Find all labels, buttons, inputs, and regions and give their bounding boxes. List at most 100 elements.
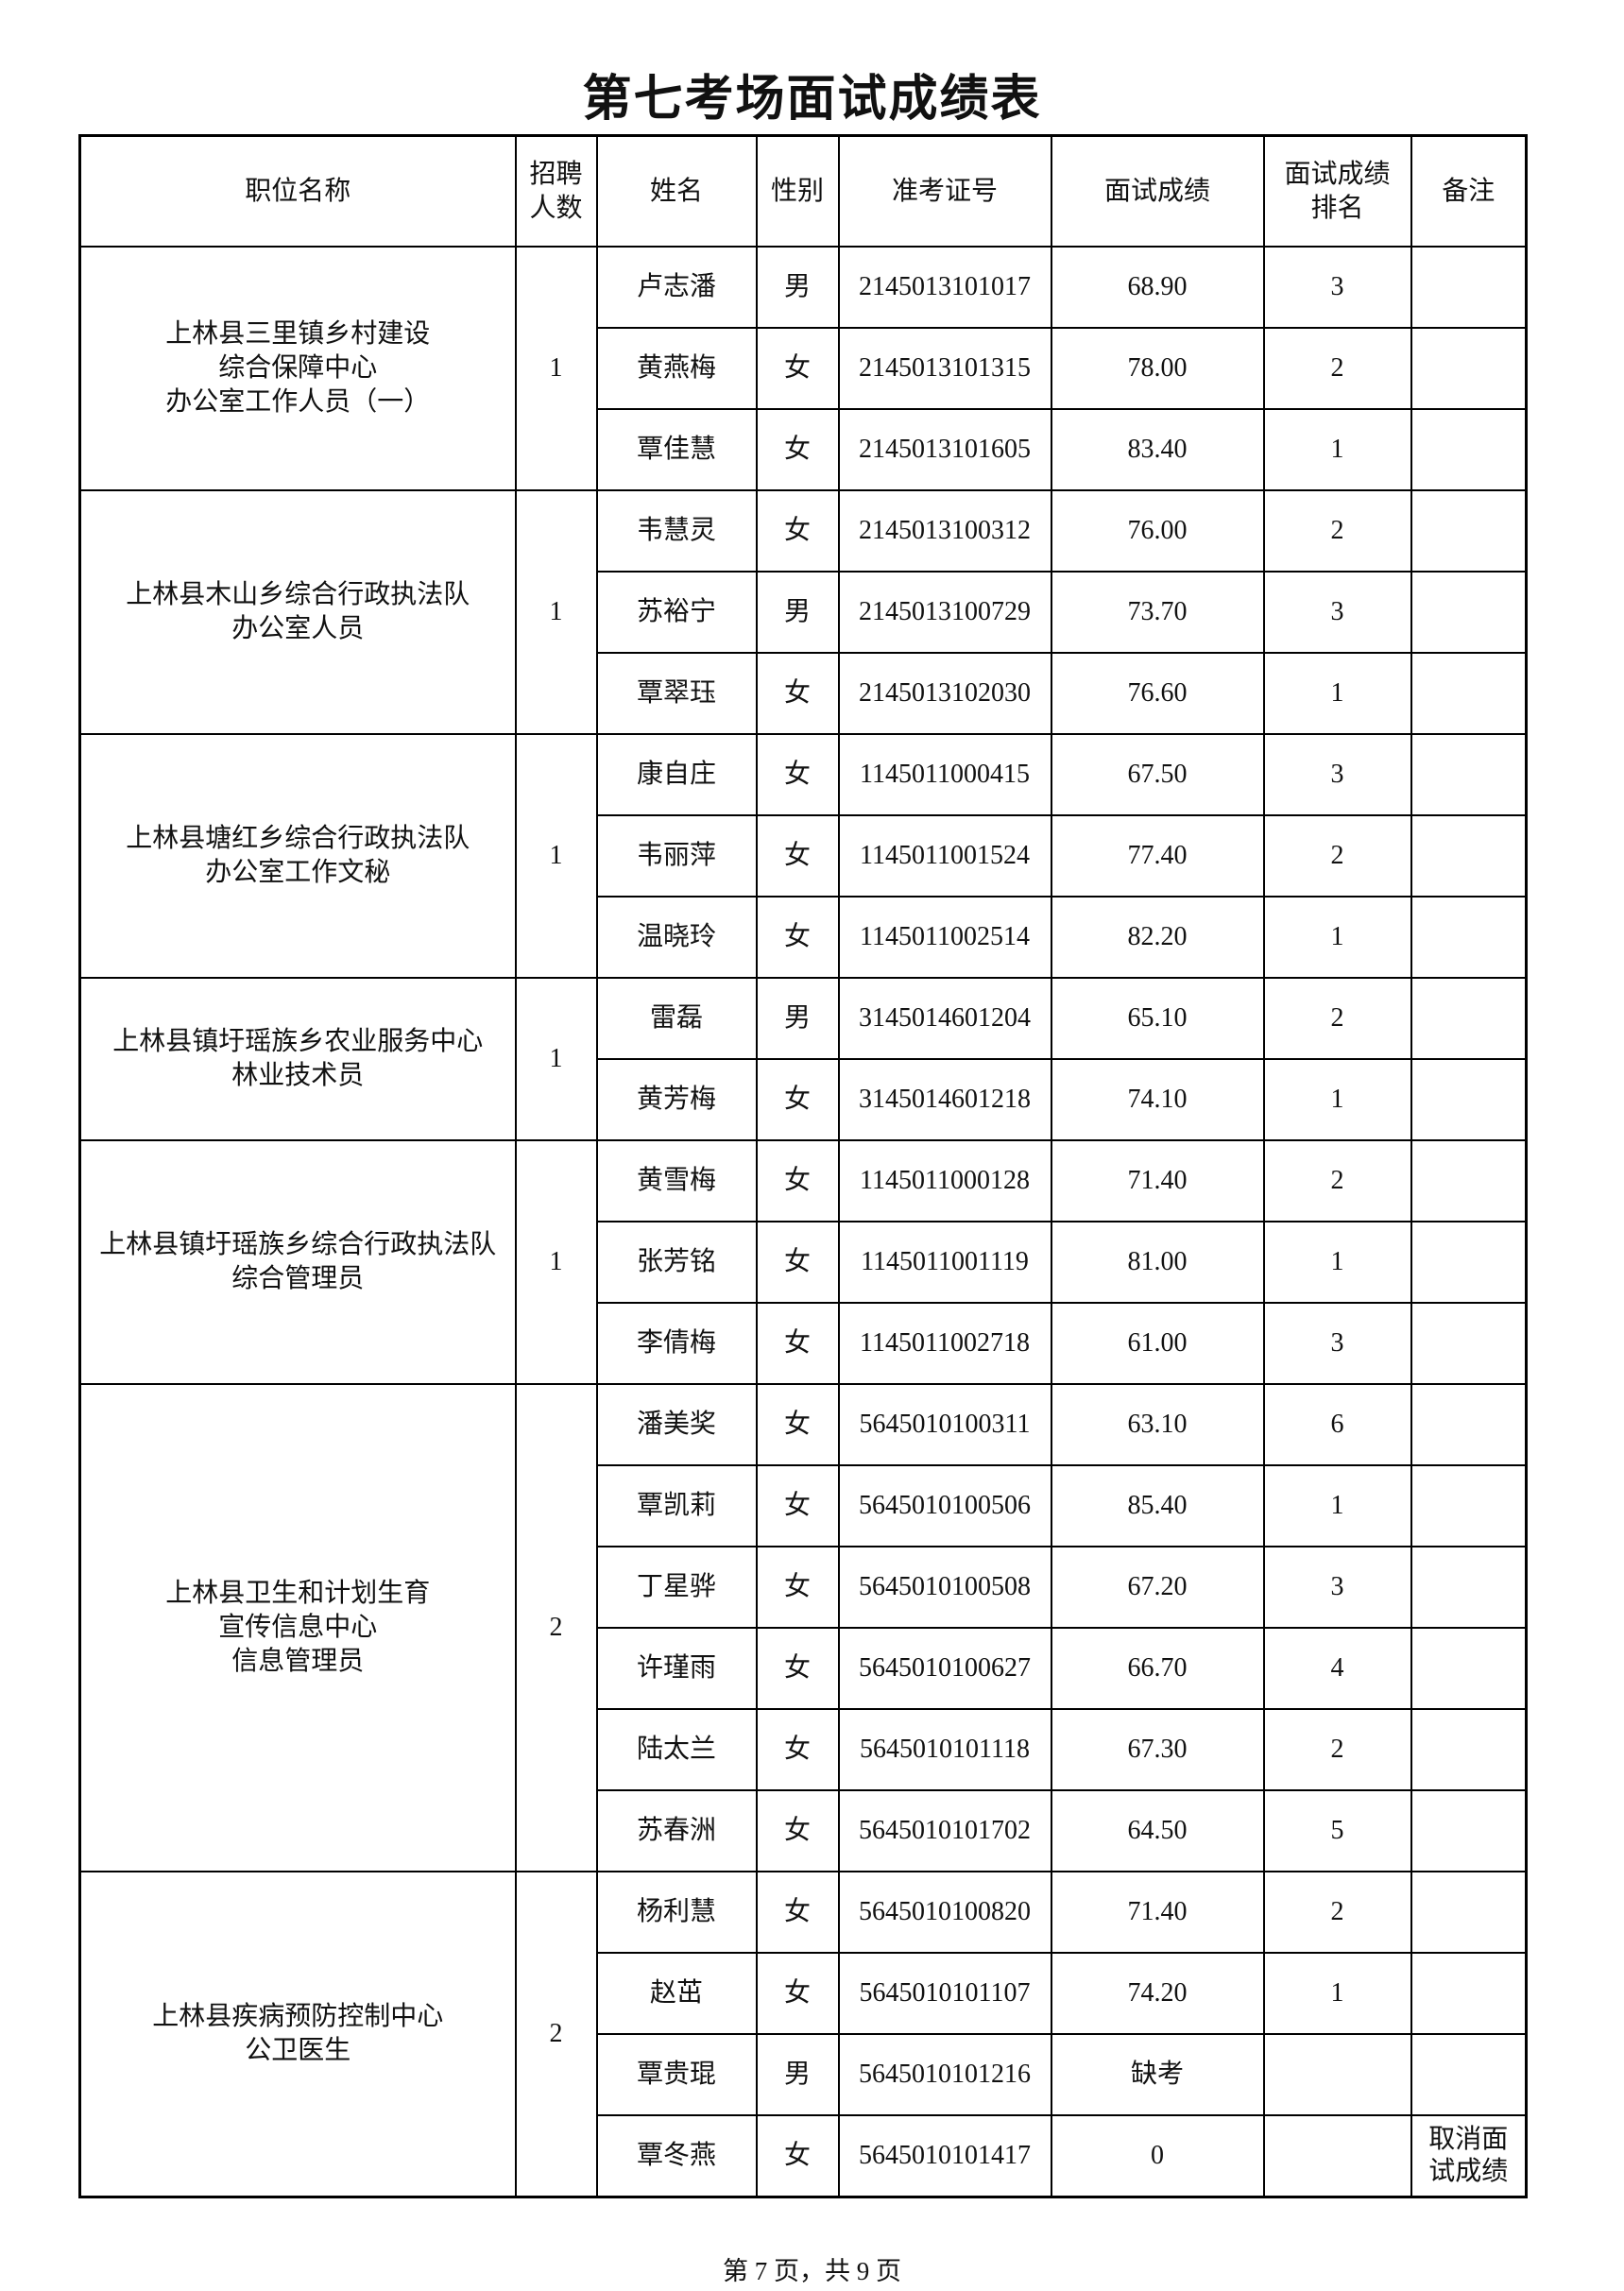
score: 缺考 [1050, 2033, 1265, 2116]
row: 覃冬燕女 5645010101417 0 取消面 试成绩 [80, 2114, 1528, 2198]
note [1410, 1871, 1528, 1954]
row: 黄燕梅女 2145013101315 78.00 2 [80, 327, 1528, 410]
rank [1262, 2114, 1412, 2198]
exam-id: 2145013100729 [837, 571, 1052, 654]
row: 覃贵琨男 5645010101216 缺考 [80, 2033, 1528, 2116]
row: 覃凯莉女 5645010100506 85.40 1 [80, 1464, 1528, 1547]
gender: 女 [755, 1221, 840, 1304]
exam-id: 5645010100311 [837, 1383, 1052, 1466]
score: 67.50 [1050, 733, 1265, 816]
score: 71.40 [1050, 1871, 1265, 1954]
name: 陆太兰 [595, 1708, 758, 1791]
gender: 女 [755, 652, 840, 735]
row: 温晓玲女 1145011002514 82.20 1 [80, 896, 1528, 979]
count: 1 [514, 489, 598, 735]
row: 黄芳梅女 3145014601218 74.10 1 [80, 1058, 1528, 1141]
rank: 3 [1262, 1302, 1412, 1385]
score: 67.30 [1050, 1708, 1265, 1791]
gender: 女 [755, 489, 840, 573]
gender: 女 [755, 1789, 840, 1872]
gender: 女 [755, 814, 840, 898]
score: 76.00 [1050, 489, 1265, 573]
note [1410, 733, 1528, 816]
exam-id: 3145014601204 [837, 977, 1052, 1060]
note [1410, 408, 1528, 491]
count: 1 [514, 977, 598, 1141]
gender: 女 [755, 1871, 840, 1954]
rank: 6 [1262, 1383, 1412, 1466]
exam-id: 5645010101107 [837, 1952, 1052, 2035]
gender: 女 [755, 1464, 840, 1547]
gender: 女 [755, 1139, 840, 1222]
exam-id: 5645010100506 [837, 1464, 1052, 1547]
rank: 2 [1262, 814, 1412, 898]
row: 苏裕宁男 2145013100729 73.70 3 [80, 571, 1528, 654]
rank: 2 [1262, 1139, 1412, 1222]
rank: 3 [1262, 571, 1412, 654]
score: 67.20 [1050, 1546, 1265, 1629]
exam-id: 2145013100312 [837, 489, 1052, 573]
rank: 2 [1262, 1708, 1412, 1791]
row: 上林县疾病预防控制中心 公卫医生 2 杨利慧女 5645010100820 71.40 2 [78, 1871, 1528, 2198]
row: 上林县木山乡综合行政执法队 办公室人员 1 韦慧灵女 2145013100312 76.… [78, 489, 1528, 735]
name: 覃凯莉 [595, 1464, 758, 1547]
row: 上林县镇圩瑶族乡农业服务中心 林业技术员 1 雷磊男 3145014601204 65.… [78, 977, 1528, 1141]
exam-id: 1145011001119 [837, 1221, 1052, 1304]
gender: 女 [755, 1302, 840, 1385]
exam-id: 5645010101118 [837, 1708, 1052, 1791]
note [1410, 652, 1528, 735]
note [1410, 1464, 1528, 1547]
gender: 女 [755, 733, 840, 816]
score: 68.90 [1050, 246, 1265, 329]
rank: 5 [1262, 1789, 1412, 1872]
gender: 女 [755, 408, 840, 491]
gender: 女 [755, 2114, 840, 2198]
exam-id: 5645010100508 [837, 1546, 1052, 1629]
exam-id: 1145011000128 [837, 1139, 1052, 1222]
position: 上林县镇圩瑶族乡综合行政执法队 综合管理员 [78, 1139, 517, 1385]
header-row: 职位名称 招聘 人数 姓名 性别 准考证号 面试成绩 面试成绩 排名 备注 [78, 134, 1528, 248]
footer: 第 7 页，共 9 页 [723, 2257, 901, 2285]
row: 苏春洲女 5645010101702 64.50 5 [80, 1789, 1528, 1872]
exam-id: 5645010101702 [837, 1789, 1052, 1872]
name: 李倩梅 [595, 1302, 758, 1385]
note [1410, 1221, 1528, 1304]
position: 上林县镇圩瑶族乡农业服务中心 林业技术员 [78, 977, 517, 1141]
rank: 1 [1262, 896, 1412, 979]
rank: 1 [1262, 652, 1412, 735]
name: 康自庄 [595, 733, 758, 816]
name: 覃贵琨 [595, 2033, 758, 2116]
name: 苏裕宁 [595, 571, 758, 654]
row: 李倩梅女 1145011002718 61.00 3 [80, 1302, 1528, 1385]
exam-id: 2145013101315 [837, 327, 1052, 410]
name: 韦慧灵 [595, 489, 758, 573]
rank: 1 [1262, 1221, 1412, 1304]
row: 上林县卫生和计划生育 宣传信息中心 信息管理员 2 潘美奖女 564501010031… [78, 1383, 1528, 1872]
score: 74.20 [1050, 1952, 1265, 2035]
note [1410, 1302, 1528, 1385]
name: 雷磊 [595, 977, 758, 1060]
gender: 男 [755, 246, 840, 329]
position: 上林县三里镇乡村建设 综合保障中心 办公室工作人员（一） [78, 246, 517, 491]
note [1410, 2033, 1528, 2116]
position: 上林县疾病预防控制中心 公卫医生 [78, 1871, 517, 2198]
score: 61.00 [1050, 1302, 1265, 1385]
name: 黄芳梅 [595, 1058, 758, 1141]
name: 韦丽萍 [595, 814, 758, 898]
row: 覃佳慧女 2145013101605 83.40 1 [80, 408, 1528, 491]
gender: 男 [755, 2033, 840, 2116]
score: 65.10 [1050, 977, 1265, 1060]
note [1410, 1627, 1528, 1710]
rank: 2 [1262, 489, 1412, 573]
score: 66.70 [1050, 1627, 1265, 1710]
exam-id: 1145011000415 [837, 733, 1052, 816]
exam-id: 1145011002718 [837, 1302, 1052, 1385]
score: 71.40 [1050, 1139, 1265, 1222]
rank: 2 [1262, 1871, 1412, 1954]
score: 85.40 [1050, 1464, 1265, 1547]
gender: 女 [755, 896, 840, 979]
note [1410, 327, 1528, 410]
rank [1262, 2033, 1412, 2116]
note [1410, 896, 1528, 979]
